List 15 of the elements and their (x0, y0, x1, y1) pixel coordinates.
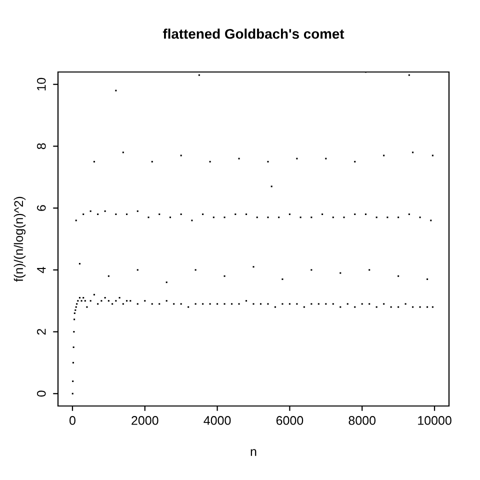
x-tick-label: 8000 (348, 416, 376, 425)
x-tick-label: 4000 (204, 416, 231, 425)
y-tick-label: 8 (36, 143, 46, 150)
x-tick-label: 10000 (418, 416, 452, 425)
y-tick-label: 4 (37, 266, 46, 274)
y-tick-label: 10 (36, 78, 46, 90)
x-tick-label: 6000 (276, 416, 304, 425)
y-axis-title: f(n)/(n/log(n)^2) (14, 196, 26, 282)
y-tick-label: 6 (36, 205, 46, 211)
y-tick-label: 0 (36, 390, 46, 397)
x-tick-label: 2000 (132, 416, 158, 425)
chart-title: flattened Goldbach's comet (162, 28, 344, 39)
y-tick-label: 2 (36, 328, 46, 335)
x-tick-label: 0 (69, 416, 76, 425)
x-axis-title: n (250, 449, 256, 456)
